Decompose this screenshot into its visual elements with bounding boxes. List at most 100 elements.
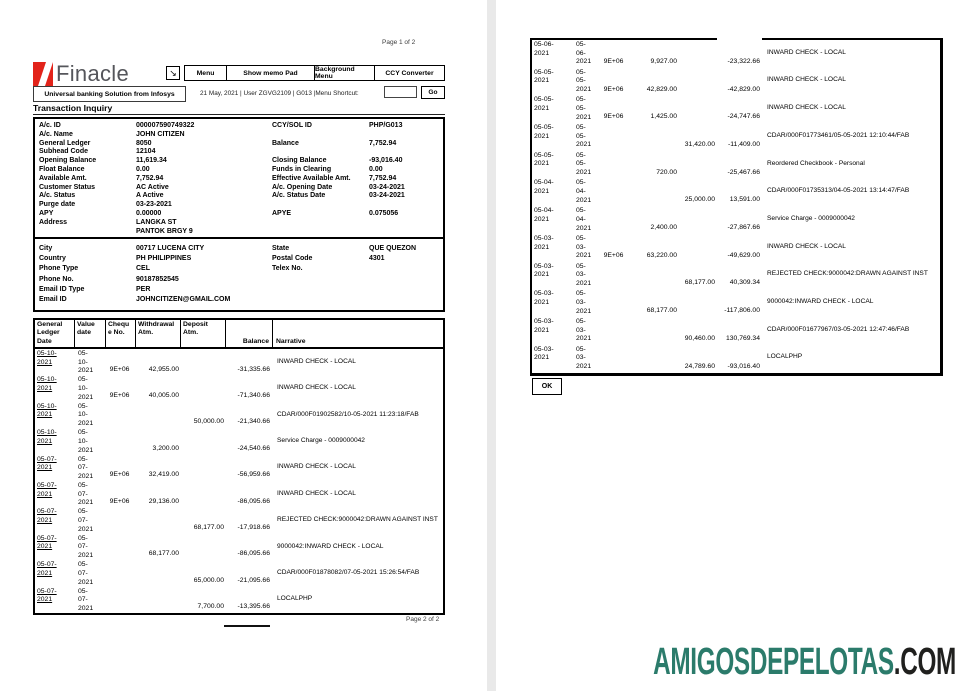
value-date-text: 2021 [78, 472, 94, 480]
cell-gl-date: 05-07- 2021 [35, 507, 75, 533]
cell-deposit: 90,460.00 [684, 334, 715, 342]
cell-narrative: CDAR/000F01735313/04-05-2021 13:14:47/FA… [767, 187, 910, 195]
gl-date-link[interactable]: 05-07- [37, 508, 57, 516]
cell-deposit: 24,789.60 [684, 362, 715, 370]
field-value [369, 219, 443, 228]
cell-withdrawal [136, 402, 181, 428]
cell-narrative: INWARD CHECK - LOCAL [767, 48, 846, 56]
value-date-text: 05- [78, 508, 88, 516]
cell-withdrawal: 2,400.00 [650, 224, 677, 232]
transaction-row: 05-04- 2021 05- 04- 2021 25,000.00 13,591.00 CD… [532, 178, 940, 206]
show-memo-pad-button[interactable]: Show memo Pad [227, 66, 315, 80]
background-menu-button[interactable]: Background Menu [315, 66, 375, 80]
gl-date-link[interactable]: 05-07- [37, 534, 57, 542]
cell-value-date: 05- 04- 2021 [573, 206, 601, 234]
contact-details-box: City 00717 LUCENA CITY State QUE QUEZON Coun… [33, 239, 445, 312]
cell-balance: -21,095.66 [237, 576, 270, 584]
gl-date-link[interactable]: 2021 [37, 543, 53, 551]
transaction-row: 05-07- 2021 05- 07- 2021 65,000.00 -21,095.66 C… [35, 560, 443, 586]
cell-cheque-no [601, 345, 629, 373]
value-date-text: 05- [78, 534, 88, 542]
gl-date-link[interactable]: 2021 [37, 358, 53, 366]
cell-withdrawal: 63,220.00 [646, 251, 677, 259]
cell-narrative: INWARD CHECK - LOCAL [277, 357, 356, 365]
field-label: State [272, 245, 290, 252]
gl-date-link[interactable]: 2021 [37, 596, 53, 604]
cell-withdrawal: 1,425.00 [650, 113, 677, 121]
cell-gl-date: 05-10- 2021 [35, 375, 75, 401]
gl-date-link[interactable]: 2021 [37, 569, 53, 577]
detail-row: Float Balance 0.00 Funds in Clearing 0.00 [39, 166, 443, 175]
cell-withdrawal: 9,927.00 [650, 57, 677, 65]
detail-row: A/c. ID 000007590749322 CCY/SOL ID PHP/G013 [39, 122, 443, 131]
transaction-row: 05-07- 2021 05- 07- 2021 68,177.00 -86,095.66 9… [35, 534, 443, 560]
field-value: QUE QUEZON [369, 245, 417, 252]
field-label: Available Amt. [39, 174, 87, 182]
page-break-mark [224, 625, 270, 627]
field-value: PANTOK BRGY 9 [136, 227, 193, 235]
gl-date-link[interactable]: 05-10- [37, 350, 57, 357]
transaction-row: 05-07- 2021 05- 07- 2021 9E+06 32,419.00 -56,95… [35, 455, 443, 481]
cell-narrative: Service Charge - 0009000042 [277, 436, 365, 444]
field-label: A/c. ID [39, 122, 61, 129]
value-date-text: 2021 [78, 367, 94, 375]
gl-date-link[interactable]: 05-07- [37, 561, 57, 569]
gl-date-link[interactable]: 2021 [37, 464, 53, 472]
value-date-text: 03- [576, 354, 586, 362]
field-label: A/c. Opening Date [272, 183, 333, 191]
cell-narrative: 9000042:INWARD CHECK - LOCAL [767, 297, 874, 305]
go-button[interactable]: Go [421, 86, 445, 99]
transaction-table-page1: General Ledger Date Value date Cheque No… [33, 318, 445, 615]
cell-value-date: 05- 10- 2021 [75, 428, 106, 454]
gl-date-link[interactable]: 2021 [37, 437, 53, 445]
cell-narrative: REJECTED CHECK:9000042:DRAWN AGAINST INS… [767, 270, 928, 278]
value-date-text: 07- [78, 517, 88, 525]
field-label: A/c. Name [39, 130, 73, 138]
menu-shortcut-input[interactable] [384, 86, 417, 98]
cell-balance: -23,322.66 [727, 57, 760, 65]
cell-deposit [679, 68, 717, 96]
cell-deposit [181, 428, 226, 454]
field-value: 7,752.94 [136, 174, 164, 182]
value-date-text: 07- [78, 490, 88, 498]
header-value-date: Value date [75, 320, 106, 347]
detail-row: APY 0.00000 APYE 0.075056 [39, 210, 443, 219]
cell-withdrawal [629, 317, 679, 345]
value-date-text: 05- [576, 317, 586, 325]
field-value [369, 131, 443, 140]
gl-date-link[interactable]: 05-10- [37, 402, 57, 410]
cell-gl-date: 05-10- 2021 [35, 428, 75, 454]
transaction-row: 05-05- 2021 05- 05- 2021 720.00 -25,467.66 Reor… [532, 151, 940, 179]
value-date-text: 07- [78, 464, 88, 472]
gl-date-link[interactable]: 05-10- [37, 376, 57, 384]
value-date-text: 2021 [78, 420, 94, 428]
gl-date-text: 05-03- [534, 317, 554, 325]
ok-button[interactable]: OK [532, 378, 562, 395]
cell-balance: -86,095.66 [237, 550, 270, 558]
menu-button[interactable]: Menu [185, 66, 227, 80]
gl-date-link[interactable]: 05-10- [37, 429, 57, 437]
value-date-text: 2021 [576, 279, 592, 287]
cell-gl-date: 05-03- 2021 [532, 234, 573, 262]
gl-date-link[interactable]: 2021 [37, 411, 53, 419]
detail-row: Phone No. 90187852545 [39, 275, 443, 285]
gl-date-link[interactable]: 05-07- [37, 587, 57, 595]
cell-withdrawal: 720.00 [656, 168, 677, 176]
gl-date-link[interactable]: 05-07- [37, 455, 57, 463]
cell-deposit [679, 289, 717, 317]
gl-date-link[interactable]: 05-07- [37, 481, 57, 489]
ccy-converter-button[interactable]: CCY Converter [385, 69, 434, 77]
field-value: A Active [136, 192, 164, 200]
value-date-text: 2021 [576, 86, 592, 94]
cell-withdrawal [629, 178, 679, 206]
field-label [39, 228, 136, 237]
collapse-arrow-button[interactable]: ↘ [166, 66, 180, 80]
cell-narrative: INWARD CHECK - LOCAL [767, 104, 846, 112]
gl-date-link[interactable]: 2021 [37, 385, 53, 393]
cell-cheque-no [601, 262, 629, 290]
cell-narrative: INWARD CHECK - LOCAL [767, 76, 846, 84]
header-balance: Balance [226, 320, 273, 347]
gl-date-link[interactable]: 2021 [37, 517, 53, 525]
gl-date-link[interactable]: 2021 [37, 490, 53, 498]
cell-value-date: 05- 03- 2021 [573, 345, 601, 373]
